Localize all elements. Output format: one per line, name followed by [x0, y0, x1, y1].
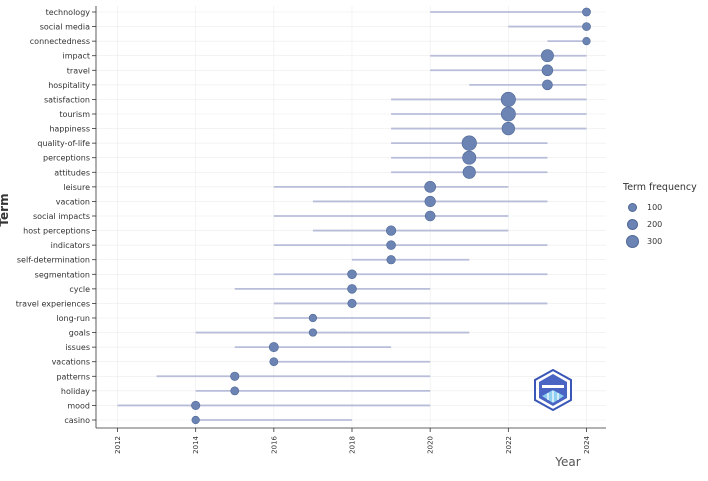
- term-point: [308, 313, 318, 323]
- term-point: [541, 64, 554, 77]
- term-point: [500, 91, 516, 107]
- y-axis: technology social media connectedness impac…: [16, 6, 97, 428]
- y-tick-label: social impacts: [33, 212, 90, 221]
- term-point: [230, 386, 240, 396]
- term-point: [582, 22, 591, 31]
- y-tick-label: host perceptions: [23, 227, 90, 236]
- term-point: [500, 106, 516, 122]
- x-tick-label: 2014: [192, 435, 200, 453]
- y-tick-label: casino: [64, 416, 90, 425]
- term-points: [191, 7, 591, 425]
- x-axis: 2012 2014 2016 2018 2020 2022 2024: [96, 427, 606, 454]
- y-tick-label: cycle: [69, 285, 90, 294]
- term-point: [386, 240, 396, 250]
- y-tick-label: long-run: [56, 314, 90, 323]
- y-tick-label: satisfaction: [44, 95, 90, 104]
- x-tick-label: 2022: [505, 436, 513, 454]
- term-ranges: [117, 11, 587, 421]
- legend-title: Term frequency: [623, 182, 697, 193]
- term-frequency-legend: Term frequency 100 200 300: [623, 182, 697, 250]
- term-point: [540, 49, 554, 63]
- term-point: [230, 371, 240, 381]
- term-point: [424, 210, 436, 222]
- legend-dot-medium: [626, 219, 638, 230]
- term-point: [191, 415, 200, 425]
- legend-label-medium: 200: [647, 220, 663, 229]
- term-point: [424, 195, 436, 208]
- term-point: [269, 357, 279, 367]
- x-tick-label: 2016: [270, 435, 278, 453]
- term-point: [191, 400, 201, 411]
- term-point: [542, 79, 553, 91]
- term-point: [386, 255, 396, 265]
- y-tick-label: attitudes: [54, 168, 90, 177]
- term-point: [582, 37, 591, 46]
- legend-item-large: 300: [623, 233, 697, 250]
- term-point: [308, 328, 318, 337]
- y-tick-label: self-determination: [17, 256, 90, 265]
- term-point: [424, 180, 437, 193]
- y-tick-label: leisure: [63, 183, 90, 192]
- y-tick-label: mood: [67, 401, 90, 410]
- y-tick-label: hospitality: [48, 81, 90, 90]
- y-tick-label: perceptions: [43, 154, 90, 163]
- y-tick-label: travel experiences: [16, 299, 90, 308]
- term-point: [385, 225, 397, 236]
- legend-item-small: 100: [623, 199, 697, 216]
- y-axis-title: Term: [0, 193, 11, 226]
- y-tick-label: patterns: [56, 372, 90, 381]
- grid-lines: [96, 6, 606, 428]
- y-tick-label: technology: [46, 8, 91, 17]
- term-point: [501, 121, 515, 136]
- legend-dot-small: [627, 203, 637, 212]
- y-tick-label: tourism: [59, 110, 90, 119]
- term-point: [461, 135, 477, 151]
- y-tick-label: quality-of-life: [37, 139, 90, 148]
- term-point: [582, 7, 591, 17]
- term-point: [268, 342, 279, 353]
- y-tick-label: issues: [65, 343, 90, 352]
- y-tick-label: impact: [62, 52, 90, 61]
- y-tick-label: social media: [40, 23, 90, 32]
- y-tick-label: goals: [69, 329, 90, 338]
- y-tick-label: travel: [67, 66, 90, 75]
- term-point: [462, 150, 477, 165]
- x-tick-label: 2020: [427, 436, 435, 454]
- term-point: [462, 165, 476, 179]
- legend-dot-large: [625, 235, 639, 248]
- x-tick-label: 2024: [583, 435, 591, 453]
- y-tick-label: happiness: [49, 125, 90, 134]
- term-point: [347, 269, 357, 280]
- x-axis-title: Year: [554, 455, 580, 469]
- x-tick-label: 2018: [349, 436, 357, 454]
- y-tick-label: vacations: [52, 358, 90, 367]
- bibliometrix-logo: [534, 369, 572, 411]
- y-tick-label: holiday: [61, 387, 90, 396]
- term-point: [347, 284, 357, 294]
- x-tick-label: 2012: [114, 436, 122, 454]
- legend-label-large: 300: [647, 237, 663, 246]
- y-tick-label: connectedness: [30, 37, 90, 46]
- term-point: [347, 298, 357, 309]
- y-tick-label: indicators: [51, 241, 90, 250]
- y-tick-label: vacation: [56, 197, 90, 206]
- legend-item-medium: 200: [623, 216, 697, 233]
- y-tick-label: segmentation: [35, 270, 90, 279]
- legend-label-small: 100: [647, 203, 663, 212]
